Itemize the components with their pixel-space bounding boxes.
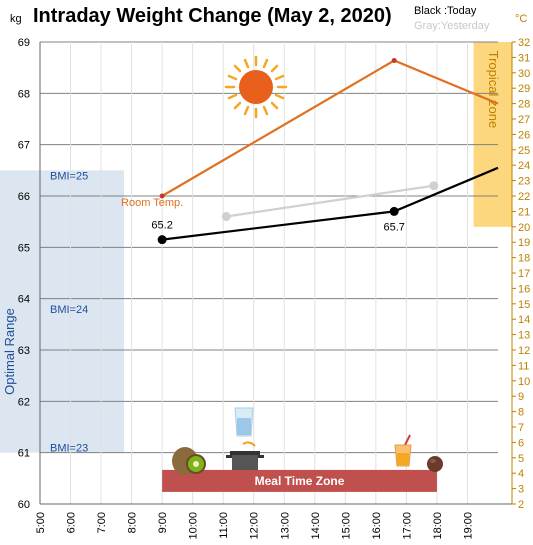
- right-tick-label: 28: [518, 99, 530, 111]
- right-tick-label: 8: [518, 407, 524, 419]
- series-point-1: [221, 212, 231, 222]
- data-label: 65.2: [151, 220, 172, 232]
- legend-yesterday: Gray:Yesterday: [414, 20, 490, 32]
- x-tick-label: 15:00: [340, 512, 352, 540]
- right-tick-label: 5: [518, 453, 524, 465]
- juice-icon: [394, 434, 412, 467]
- series-point-2: [391, 57, 397, 63]
- left-tick-label: 65: [18, 242, 30, 254]
- meal-time-zone-bar: [162, 469, 437, 492]
- right-axis-unit: °C: [515, 13, 527, 25]
- horizontal-gridlines: [40, 41, 498, 505]
- x-tick-label: 17:00: [401, 512, 413, 540]
- data-label: 65.7: [383, 221, 404, 233]
- right-tick-label: 11: [518, 360, 529, 372]
- left-tick-label: 64: [18, 294, 30, 306]
- right-tick-label: 21: [518, 206, 530, 218]
- left-tick-label: 66: [18, 191, 30, 203]
- right-tick-label: 4: [518, 468, 524, 480]
- left-tick-label: 67: [18, 140, 30, 152]
- bmi-label: BMI=23: [50, 443, 88, 455]
- right-tick-label: 23: [518, 176, 530, 188]
- right-tick-label: 16: [518, 283, 530, 295]
- right-tick-label: 6: [518, 437, 524, 449]
- x-tick-label: 9:00: [157, 512, 169, 533]
- optimal-range-band: [0, 170, 124, 453]
- right-tick-label: 20: [518, 222, 530, 234]
- right-tick-label: 26: [518, 129, 530, 141]
- left-tick-label: 63: [18, 345, 30, 357]
- left-tick-label: 68: [18, 88, 30, 100]
- bmi-labels: BMI=25 BMI=24 BMI=23: [50, 170, 88, 454]
- left-axis-ticks: 60 61 62 63 64 65 66 67 68 69: [18, 37, 30, 511]
- right-tick-label: 12: [518, 345, 530, 357]
- x-tick-label: 8:00: [127, 512, 139, 533]
- series-layer: [157, 57, 499, 245]
- bmi-label: BMI=25: [50, 170, 88, 182]
- x-tick-label: 18:00: [432, 512, 444, 540]
- left-axis-unit: kg: [10, 13, 22, 25]
- right-tick-label: 32: [518, 37, 530, 49]
- right-tick-label: 31: [518, 52, 530, 64]
- right-tick-label: 15: [518, 299, 530, 311]
- sun-icon: [224, 55, 288, 119]
- right-axis-ticks: 2345678910111213141516171819202122232425…: [512, 37, 530, 511]
- x-tick-label: 16:00: [371, 512, 383, 540]
- left-tick-label: 69: [18, 37, 30, 49]
- cooking-pot-icon: [226, 441, 264, 470]
- left-tick-label: 61: [18, 448, 30, 460]
- x-tick-label: 11:00: [218, 512, 230, 539]
- right-tick-label: 7: [518, 422, 524, 434]
- x-axis-ticks: 5:00 6:00 7:00 8:00 9:00 10:00 11:00 12:00 13:00…: [35, 512, 474, 540]
- right-tick-label: 2: [518, 499, 524, 511]
- right-tick-label: 14: [518, 314, 530, 326]
- series-point-2: [159, 193, 165, 199]
- chocolate-icon: [427, 456, 443, 472]
- x-tick-label: 19:00: [462, 512, 474, 540]
- legend-today: Black :Today: [414, 5, 477, 17]
- series-point-1: [429, 181, 439, 191]
- left-tick-label: 62: [18, 396, 30, 408]
- right-tick-label: 3: [518, 484, 524, 496]
- series-point-0: [157, 235, 167, 245]
- x-tick-label: 12:00: [249, 512, 261, 540]
- data-labels: 65.2 65.7: [151, 220, 404, 234]
- right-tick-label: 22: [518, 191, 530, 203]
- right-tick-label: 18: [518, 253, 530, 265]
- kiwi-icon: [172, 447, 206, 475]
- tropical-zone-label: Tropical zone: [486, 51, 501, 129]
- optimal-range-label: Optimal Range: [2, 308, 17, 395]
- water-glass-icon: [234, 407, 254, 437]
- series-line-1: [226, 184, 435, 218]
- bmi-label: BMI=24: [50, 304, 88, 316]
- x-tick-label: 10:00: [188, 512, 200, 540]
- right-tick-label: 29: [518, 83, 530, 95]
- x-tick-label: 5:00: [35, 512, 47, 533]
- x-tick-label: 14:00: [310, 512, 322, 540]
- right-tick-label: 27: [518, 114, 530, 126]
- right-tick-label: 13: [518, 330, 530, 342]
- x-tick-label: 7:00: [96, 512, 108, 533]
- series-line-2: [161, 59, 499, 197]
- right-tick-label: 25: [518, 145, 530, 157]
- meal-time-zone-label: Meal Time Zone: [255, 474, 345, 488]
- right-tick-label: 19: [518, 237, 530, 249]
- series-line-0: [161, 166, 499, 241]
- right-tick-label: 30: [518, 68, 530, 80]
- x-tick-label: 6:00: [66, 512, 78, 533]
- right-tick-label: 17: [518, 268, 530, 280]
- right-tick-label: 10: [518, 376, 530, 388]
- room-temp-label: Room Temp.: [121, 197, 183, 209]
- series-point-0: [389, 206, 399, 216]
- right-tick-label: 24: [518, 160, 530, 172]
- x-tick-label: 13:00: [279, 512, 291, 540]
- right-tick-label: 9: [518, 391, 524, 403]
- chart-title: Intraday Weight Change (May 2, 2020): [33, 5, 392, 27]
- left-tick-label: 60: [18, 499, 30, 511]
